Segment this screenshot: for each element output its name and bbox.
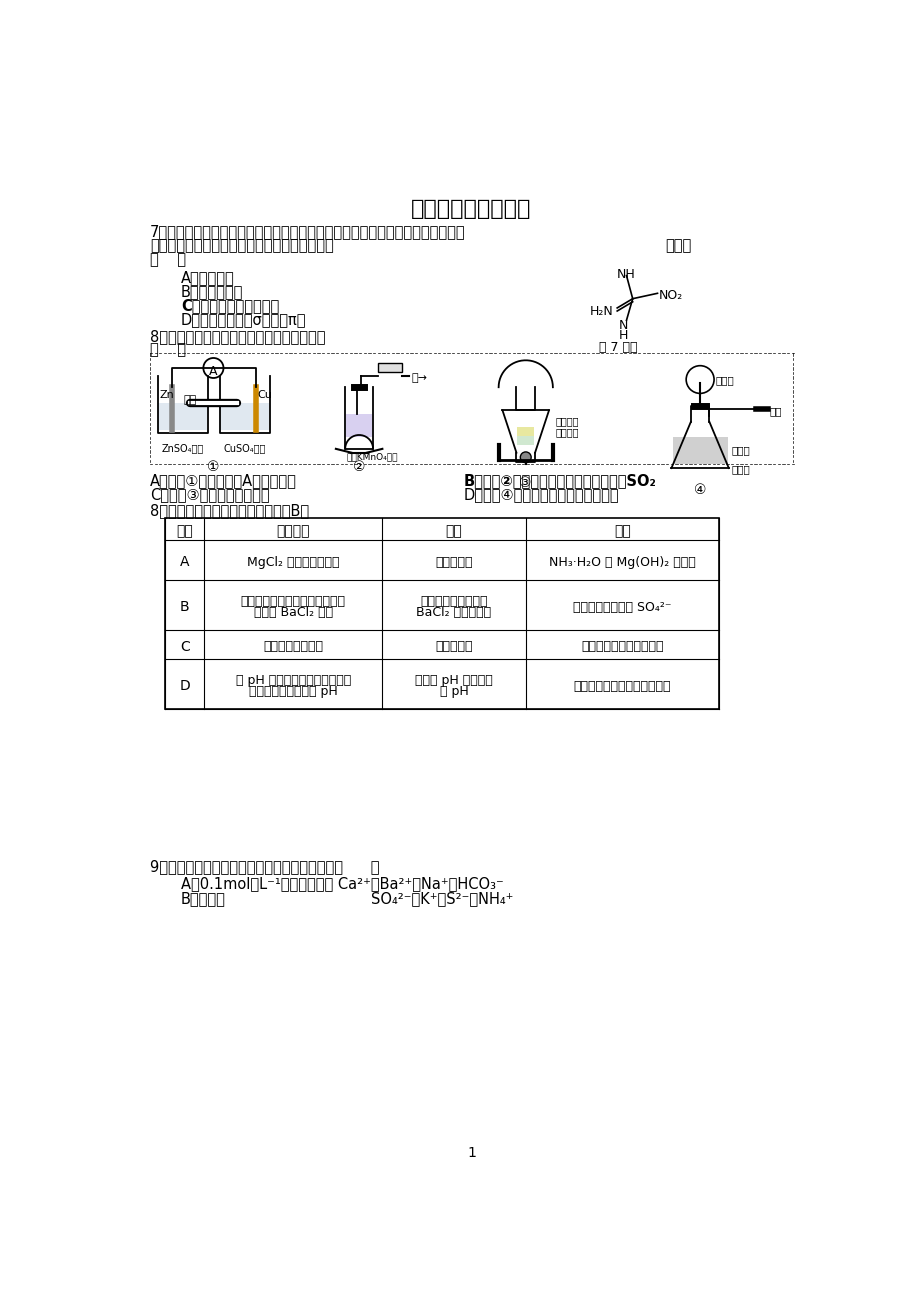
Text: D．该分子中既有σ键又有π键: D．该分子中既有σ键又有π键 xyxy=(181,311,306,327)
Text: 有气泡冒出: 有气泡冒出 xyxy=(435,641,472,654)
Text: 9、下列各组离子在指定溶液中能大量共存的是（      ）: 9、下列各组离子在指定溶液中能大量共存的是（ ） xyxy=(150,859,379,874)
Text: 再滴入 BaCl₂ 溶液: 再滴入 BaCl₂ 溶液 xyxy=(254,605,333,618)
Text: 8、下列有关实验的结论正确的是（B）: 8、下列有关实验的结论正确的是（B） xyxy=(150,503,309,518)
Text: ZnSO₄溶液: ZnSO₄溶液 xyxy=(161,443,203,453)
Text: 棉花: 棉花 xyxy=(769,406,781,417)
Text: 酸性KMnO₄溶液: 酸性KMnO₄溶液 xyxy=(346,453,398,462)
Bar xyxy=(165,518,719,710)
Text: Zn: Zn xyxy=(159,389,174,400)
Text: 生石灰: 生石灰 xyxy=(731,465,749,474)
Text: 实验操作: 实验操作 xyxy=(277,525,310,538)
Bar xyxy=(516,427,534,436)
Text: 无色溶液中一定有 SO₄²⁻: 无色溶液中一定有 SO₄²⁻ xyxy=(573,600,671,613)
Text: 度的稀硫酸和稀硝酸 pH: 度的稀硫酸和稀硝酸 pH xyxy=(249,685,337,698)
Text: NH: NH xyxy=(617,268,635,281)
Text: 的 pH: 的 pH xyxy=(439,685,468,698)
Text: 结论: 结论 xyxy=(614,525,630,538)
Text: 银丝插入氢硫酸中: 银丝插入氢硫酸中 xyxy=(263,641,323,654)
Text: 气体是氢气，银比氢活泼: 气体是氢气，银比氢活泼 xyxy=(581,641,664,654)
Text: 浓氨水: 浓氨水 xyxy=(715,375,733,385)
Text: C．燃烧时必须要有氧气: C．燃烧时必须要有氧气 xyxy=(181,298,278,312)
Text: 推进剂的重要组分。下列有关硝基胍的说法不正: 推进剂的重要组分。下列有关硝基胍的说法不正 xyxy=(150,238,334,253)
Text: 高考模拟化学测试题: 高考模拟化学测试题 xyxy=(411,199,531,219)
Bar xyxy=(158,402,207,430)
Text: ②: ② xyxy=(353,461,365,474)
Text: H: H xyxy=(618,329,628,342)
Text: 加盐酸无现象，滴加: 加盐酸无现象，滴加 xyxy=(420,595,487,608)
Bar xyxy=(516,431,534,445)
Bar xyxy=(346,414,372,437)
Text: A: A xyxy=(209,365,218,378)
Circle shape xyxy=(203,358,223,378)
Text: 下层液体: 下层液体 xyxy=(554,427,578,437)
Bar xyxy=(378,362,402,372)
Text: D: D xyxy=(179,680,190,694)
Text: 有沉淀出现: 有沉淀出现 xyxy=(435,556,472,569)
Text: B．氯水中: B．氯水中 xyxy=(181,892,225,906)
Text: ③: ③ xyxy=(519,475,531,490)
Text: 用 pH 计测量同温同物质的量浓: 用 pH 计测量同温同物质的量浓 xyxy=(235,674,350,687)
Text: 盐桥: 盐桥 xyxy=(184,395,197,405)
Text: NO₂: NO₂ xyxy=(658,289,683,302)
Text: 第 7 题图: 第 7 题图 xyxy=(598,341,637,354)
Text: A．是有机物: A．是有机物 xyxy=(181,271,234,285)
Text: A．0.1mol．L⁻¹氯化铁溶液中 Ca²⁺、Ba²⁺、Na⁺、HCO₃⁻: A．0.1mol．L⁻¹氯化铁溶液中 Ca²⁺、Ba²⁺、Na⁺、HCO₃⁻ xyxy=(181,876,503,891)
Text: B．是分子晶体: B．是分子晶体 xyxy=(181,284,243,299)
Bar xyxy=(221,402,269,430)
Text: 拉→: 拉→ xyxy=(411,374,426,383)
Text: C．装置③不能进行分液操作: C．装置③不能进行分液操作 xyxy=(150,487,269,503)
Text: 碱石灰: 碱石灰 xyxy=(731,445,749,454)
Text: Cu: Cu xyxy=(257,389,272,400)
Text: C: C xyxy=(180,639,189,654)
Text: 8．关于下列各装置图的叙述中，不正确的是: 8．关于下列各装置图的叙述中，不正确的是 xyxy=(150,328,325,344)
Text: B．装置②可用于检验火柴头燃烧产生的SO₂: B．装置②可用于检验火柴头燃烧产生的SO₂ xyxy=(463,474,656,488)
Text: A．装置①中，电流计A的指针偏转: A．装置①中，电流计A的指针偏转 xyxy=(150,474,297,488)
Text: D．装置④可用于制备、干燥收集氨气: D．装置④可用于制备、干燥收集氨气 xyxy=(463,487,618,503)
Text: CuSO₄溶液: CuSO₄溶液 xyxy=(223,443,266,453)
Text: （    ）: （ ） xyxy=(150,342,186,358)
Text: A: A xyxy=(180,555,189,569)
Text: 1: 1 xyxy=(467,1146,475,1160)
Text: 上层液体: 上层液体 xyxy=(554,417,578,427)
Circle shape xyxy=(686,366,713,393)
Text: （    ）: （ ） xyxy=(150,251,186,267)
Text: 硫酸的 pH 小于硝酸: 硫酸的 pH 小于硝酸 xyxy=(414,674,493,687)
Text: ①: ① xyxy=(207,461,220,474)
Text: 7、硝基胍结构如右图所示，是硝化纤维火药、硝化甘油火药的掺合剂、固体火箭: 7、硝基胍结构如右图所示，是硝化纤维火药、硝化甘油火药的掺合剂、固体火箭 xyxy=(150,224,465,240)
Text: ④: ④ xyxy=(693,483,706,497)
Text: SO₄²⁻、K⁺、S²⁻、NH₄⁺: SO₄²⁻、K⁺、S²⁻、NH₄⁺ xyxy=(370,892,513,906)
Text: 无色溶液中先加入足量稀盐酸，: 无色溶液中先加入足量稀盐酸， xyxy=(241,595,346,608)
Text: N: N xyxy=(618,319,628,332)
Text: MgCl₂ 溶液中滴加氨水: MgCl₂ 溶液中滴加氨水 xyxy=(246,556,339,569)
Text: H₂N: H₂N xyxy=(589,305,612,318)
Text: BaCl₂ 溶液后沉淀: BaCl₂ 溶液后沉淀 xyxy=(416,605,491,618)
Text: 硫原子得电子能力比氮原子强: 硫原子得电子能力比氮原子强 xyxy=(573,680,671,693)
Text: B: B xyxy=(180,600,189,615)
Text: 现象: 现象 xyxy=(445,525,462,538)
Text: 确的是: 确的是 xyxy=(664,238,691,253)
Text: NH₃·H₂O 比 Mg(OH)₂ 碱性强: NH₃·H₂O 比 Mg(OH)₂ 碱性强 xyxy=(549,556,696,569)
Text: 选项: 选项 xyxy=(176,525,193,538)
Bar xyxy=(673,437,727,465)
Circle shape xyxy=(520,452,530,462)
